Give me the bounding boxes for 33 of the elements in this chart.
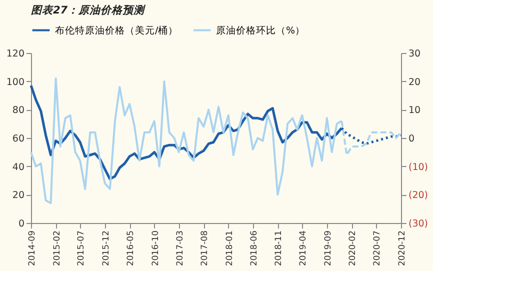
x-tick-label: 2020-02 xyxy=(348,230,358,266)
legend-label: 原油价格环比（%） xyxy=(216,24,306,36)
y2-tick-label: (30) xyxy=(408,218,428,230)
x-tick-label: 2015-12 xyxy=(101,230,112,266)
y-tick-label: 80 xyxy=(12,105,24,116)
x-tick-label: 2017-03 xyxy=(175,230,186,266)
y-tick-label: 60 xyxy=(12,134,24,144)
y2-tick-label: 30 xyxy=(408,48,421,60)
x-tick-label: 2020-07 xyxy=(372,230,383,266)
y2-tick-label: 10 xyxy=(408,105,421,116)
y-tick-label: 40 xyxy=(12,162,24,173)
y2-tick-label: (10) xyxy=(408,162,428,173)
x-tick-label: 2019-04 xyxy=(298,230,309,266)
chart-title: 图表27：原油价格预测 xyxy=(31,4,147,16)
legend-label: 布伦特原油价格（美元/桶） xyxy=(55,24,178,36)
x-tick-label: 2015-02 xyxy=(52,230,62,266)
x-tick-label: 2019-09 xyxy=(323,230,334,266)
x-tick-label: 2017-08 xyxy=(200,230,210,266)
y2-tick-label: 20 xyxy=(408,76,421,88)
x-tick-label: 2018-06 xyxy=(249,230,260,266)
x-tick-label: 2020-12 xyxy=(398,230,408,266)
y-tick-label: 0 xyxy=(18,218,24,230)
x-tick-label: 2018-11 xyxy=(274,230,284,266)
y2-tick-label: 0 xyxy=(408,134,415,144)
x-tick-label: 2015-07 xyxy=(76,230,87,266)
x-tick-label: 2014-09 xyxy=(28,230,38,266)
y-tick-label: 20 xyxy=(12,190,24,202)
x-tick-label: 2016-05 xyxy=(126,230,136,266)
y2-tick-label: (20) xyxy=(408,190,428,202)
y-tick-label: 120 xyxy=(6,48,24,60)
x-tick-label: 2018-01 xyxy=(224,230,235,266)
x-tick-label: 2016-10 xyxy=(150,230,161,266)
y-tick-label: 100 xyxy=(6,76,24,88)
